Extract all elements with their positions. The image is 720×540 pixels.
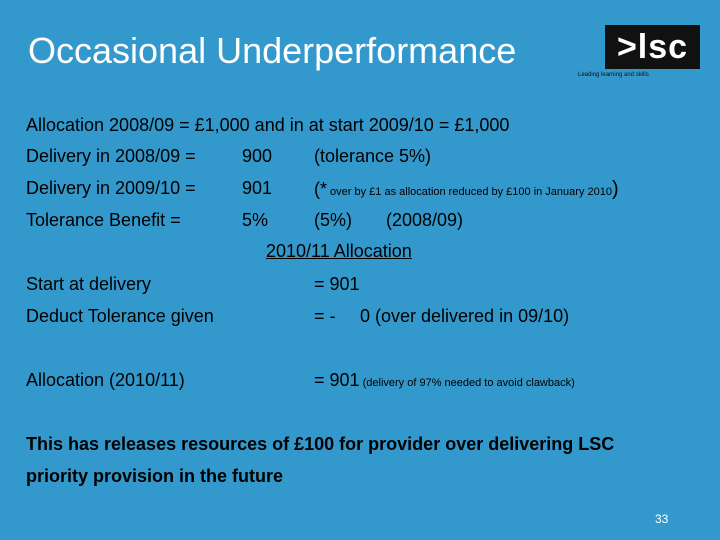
slide-title: Occasional Underperformance	[28, 30, 517, 71]
allocation-value: = 901	[314, 370, 360, 390]
row-note-percent: (5%)	[314, 210, 353, 230]
conclusion-line-1: This has releases resources of £100 for …	[26, 434, 615, 454]
row-note-tolerance: (tolerance 5%)	[314, 146, 432, 166]
allocation-detail: (delivery of 97% needed to avoid clawbac…	[359, 377, 575, 389]
calc-detail-deduct: 0 (over delivered in 09/10)	[360, 306, 570, 326]
row-label-tolerance-benefit: Tolerance Benefit =	[26, 210, 181, 230]
calc-value-start: = 901	[314, 274, 360, 294]
calc-value-deduct: = -	[314, 306, 336, 326]
lsc-logo: >lsc	[605, 25, 700, 69]
calc-label-deduct: Deduct Tolerance given	[26, 306, 214, 326]
calc-label-allocation: Allocation (2010/11)	[26, 370, 185, 390]
conclusion-line-2: priority provision in the future	[26, 466, 284, 486]
row-value-delivery-0910: 901	[242, 178, 273, 198]
calc-value-allocation: = 901 (delivery of 97% needed to avoid c…	[314, 370, 575, 391]
allocation-line: Allocation 2008/09 = £1,000 and in at st…	[26, 115, 510, 135]
row-note-year: (2008/09)	[386, 210, 464, 230]
page-number: 33	[655, 512, 669, 526]
row-note-overdelivery: (* over by £1 as allocation reduced by £…	[314, 178, 619, 201]
note-small-text: over by £1 as allocation reduced by £100…	[327, 186, 612, 198]
logo-tagline: Leading learning and skills	[578, 72, 649, 78]
row-value-tolerance-benefit: 5%	[242, 210, 269, 230]
row-label-delivery-0809: Delivery in 2008/09 =	[26, 146, 196, 166]
note-suffix: )	[611, 178, 619, 200]
calc-label-start: Start at delivery	[26, 274, 152, 294]
section-heading: 2010/11 Allocation	[266, 241, 412, 261]
note-prefix: (*	[314, 179, 327, 199]
row-value-delivery-0809: 900	[242, 146, 273, 166]
row-label-delivery-0910: Delivery in 2009/10 =	[26, 178, 196, 198]
